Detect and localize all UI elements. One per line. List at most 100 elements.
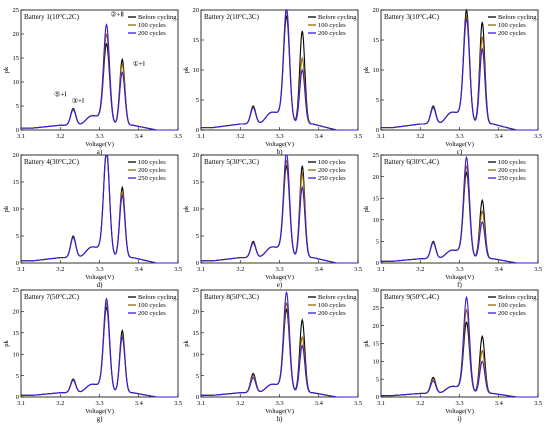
series-line-1 xyxy=(381,321,538,398)
x-tick-label: 3.3 xyxy=(95,266,103,273)
x-tick-label: 3.4 xyxy=(135,400,144,407)
legend-label: Before cycling xyxy=(138,294,177,301)
panel-letter: d) xyxy=(97,281,104,289)
y-tick-label: 5 xyxy=(16,373,19,380)
y-tick-label: 5 xyxy=(196,373,199,380)
peak-annotation: ②+Ⅱ xyxy=(110,11,124,19)
x-tick-label: 3.2 xyxy=(236,133,244,140)
x-tick-label: 3.1 xyxy=(197,266,205,273)
legend-label: 100 cycles xyxy=(498,159,526,166)
y-tick-label: 10 xyxy=(373,359,380,366)
chart-title: Battery 3(10°C,4C) xyxy=(384,13,440,21)
peak-annotation: ⑤+Ⅰ xyxy=(54,90,66,98)
chart-title: Battery 6(30°C,4C) xyxy=(384,158,440,166)
x-tick-label: 3.1 xyxy=(17,400,25,407)
chart-title: Battery 4(30°C,2C) xyxy=(24,158,80,166)
y-tick-label: 0 xyxy=(376,394,379,401)
x-tick-label: 3.3 xyxy=(455,266,463,273)
panel-letter: f) xyxy=(457,281,462,289)
y-axis-label: pk xyxy=(363,205,370,212)
legend-label: 100 cycles xyxy=(498,302,526,309)
x-tick-label: 3.1 xyxy=(377,266,385,273)
y-tick-label: 15 xyxy=(13,55,20,62)
x-tick-label: 3.1 xyxy=(197,400,205,407)
x-tick-label: 3.2 xyxy=(236,400,244,407)
x-tick-label: 3.3 xyxy=(275,133,283,140)
x-tick-label: 3.3 xyxy=(455,133,463,140)
y-tick-label: 15 xyxy=(373,195,380,202)
legend-label: Before cycling xyxy=(498,14,537,21)
y-tick-label: 0 xyxy=(16,127,19,134)
legend-label: 200 cycles xyxy=(498,167,526,174)
x-tick-label: 3.5 xyxy=(174,400,182,407)
panel-2: 0 5 10 15 20 3.1 3.2 3.3 3.4 3.5 Voltage(V) pk b) Bat… xyxy=(183,7,362,156)
x-tick-label: 3.3 xyxy=(455,400,463,407)
chart-title: Battery 9(50°C,4C) xyxy=(384,293,440,301)
legend-label: 100 cycles xyxy=(138,302,166,309)
panel-4: 0 5 10 15 20 3.1 3.2 3.3 3.4 3.5 Voltage(V) pk d) Bat… xyxy=(3,152,182,289)
y-tick-label: 10 xyxy=(193,206,200,213)
y-axis-label: pk xyxy=(183,205,190,212)
y-tick-label: 0 xyxy=(196,260,199,267)
y-tick-label: 5 xyxy=(16,233,19,240)
panel-7: 0 5 10 15 20 25 3.1 3.2 3.3 3.4 3.5 Voltage(V) pk g) B… xyxy=(3,287,182,423)
x-tick-label: 3.1 xyxy=(377,400,385,407)
x-tick-label: 3.2 xyxy=(56,400,64,407)
y-tick-label: 0 xyxy=(376,127,379,134)
series-line-3 xyxy=(381,17,538,131)
chart-title: Battery 1(10°C,2C) xyxy=(24,13,80,21)
panel-6: 0 5 10 15 20 25 3.1 3.2 3.3 3.4 3.5 Voltage(V) pk f) B… xyxy=(363,152,542,289)
y-tick-label: 20 xyxy=(193,309,200,316)
x-tick-label: 3.2 xyxy=(236,266,244,273)
y-tick-label: 25 xyxy=(373,305,380,312)
y-tick-label: 15 xyxy=(193,330,200,337)
y-tick-label: 15 xyxy=(193,179,200,186)
x-tick-label: 3.1 xyxy=(17,133,25,140)
legend-label: 100 cycles xyxy=(138,159,166,166)
x-tick-label: 3.2 xyxy=(416,133,424,140)
series-line-3 xyxy=(381,155,538,264)
x-axis-label: Voltage(V) xyxy=(85,408,114,415)
panel-letter: c) xyxy=(457,148,463,156)
chart-title: Battery 2(10°C,3C) xyxy=(204,13,260,21)
x-axis-label: Voltage(V) xyxy=(265,274,294,281)
y-axis-label: pk xyxy=(3,340,10,347)
y-tick-label: 20 xyxy=(373,323,380,330)
y-tick-label: 5 xyxy=(376,239,379,246)
x-tick-label: 3.1 xyxy=(197,133,205,140)
legend-label: Before cycling xyxy=(318,14,357,21)
panel-letter: a) xyxy=(97,148,103,156)
x-tick-label: 3.4 xyxy=(315,400,324,407)
y-tick-label: 0 xyxy=(196,127,199,134)
y-tick-label: 0 xyxy=(196,394,199,401)
y-tick-label: 10 xyxy=(193,67,200,74)
series-line-3 xyxy=(201,290,358,398)
legend-label: Before cycling xyxy=(498,294,537,301)
y-tick-label: 5 xyxy=(376,97,379,104)
y-tick-label: 20 xyxy=(373,174,380,181)
y-tick-label: 20 xyxy=(13,152,20,159)
y-tick-label: 10 xyxy=(193,351,200,358)
y-tick-label: 5 xyxy=(196,97,199,104)
legend-label: 200 cycles xyxy=(318,310,346,317)
y-tick-label: 25 xyxy=(373,152,380,159)
series-line-3 xyxy=(21,23,178,131)
legend-label: 100 cycles xyxy=(318,159,346,166)
y-tick-label: 0 xyxy=(376,260,379,267)
x-tick-label: 3.4 xyxy=(135,133,144,140)
x-tick-label: 3.4 xyxy=(495,266,504,273)
x-axis-label: Voltage(V) xyxy=(265,141,294,148)
y-tick-label: 20 xyxy=(13,31,20,38)
series-line-3 xyxy=(21,297,178,398)
x-tick-label: 3.5 xyxy=(174,133,182,140)
x-tick-label: 3.5 xyxy=(534,266,542,273)
series-line-3 xyxy=(201,9,358,131)
legend-label: 200 cycles xyxy=(318,30,346,37)
legend-label: 200 cycles xyxy=(498,310,526,317)
x-tick-label: 3.4 xyxy=(315,133,324,140)
y-tick-label: 10 xyxy=(373,217,380,224)
x-tick-label: 3.1 xyxy=(17,266,25,273)
legend-label: Before cycling xyxy=(318,294,357,301)
y-tick-label: 5 xyxy=(16,103,19,110)
chart-title: Battery 7(50°C,2C) xyxy=(24,293,80,301)
